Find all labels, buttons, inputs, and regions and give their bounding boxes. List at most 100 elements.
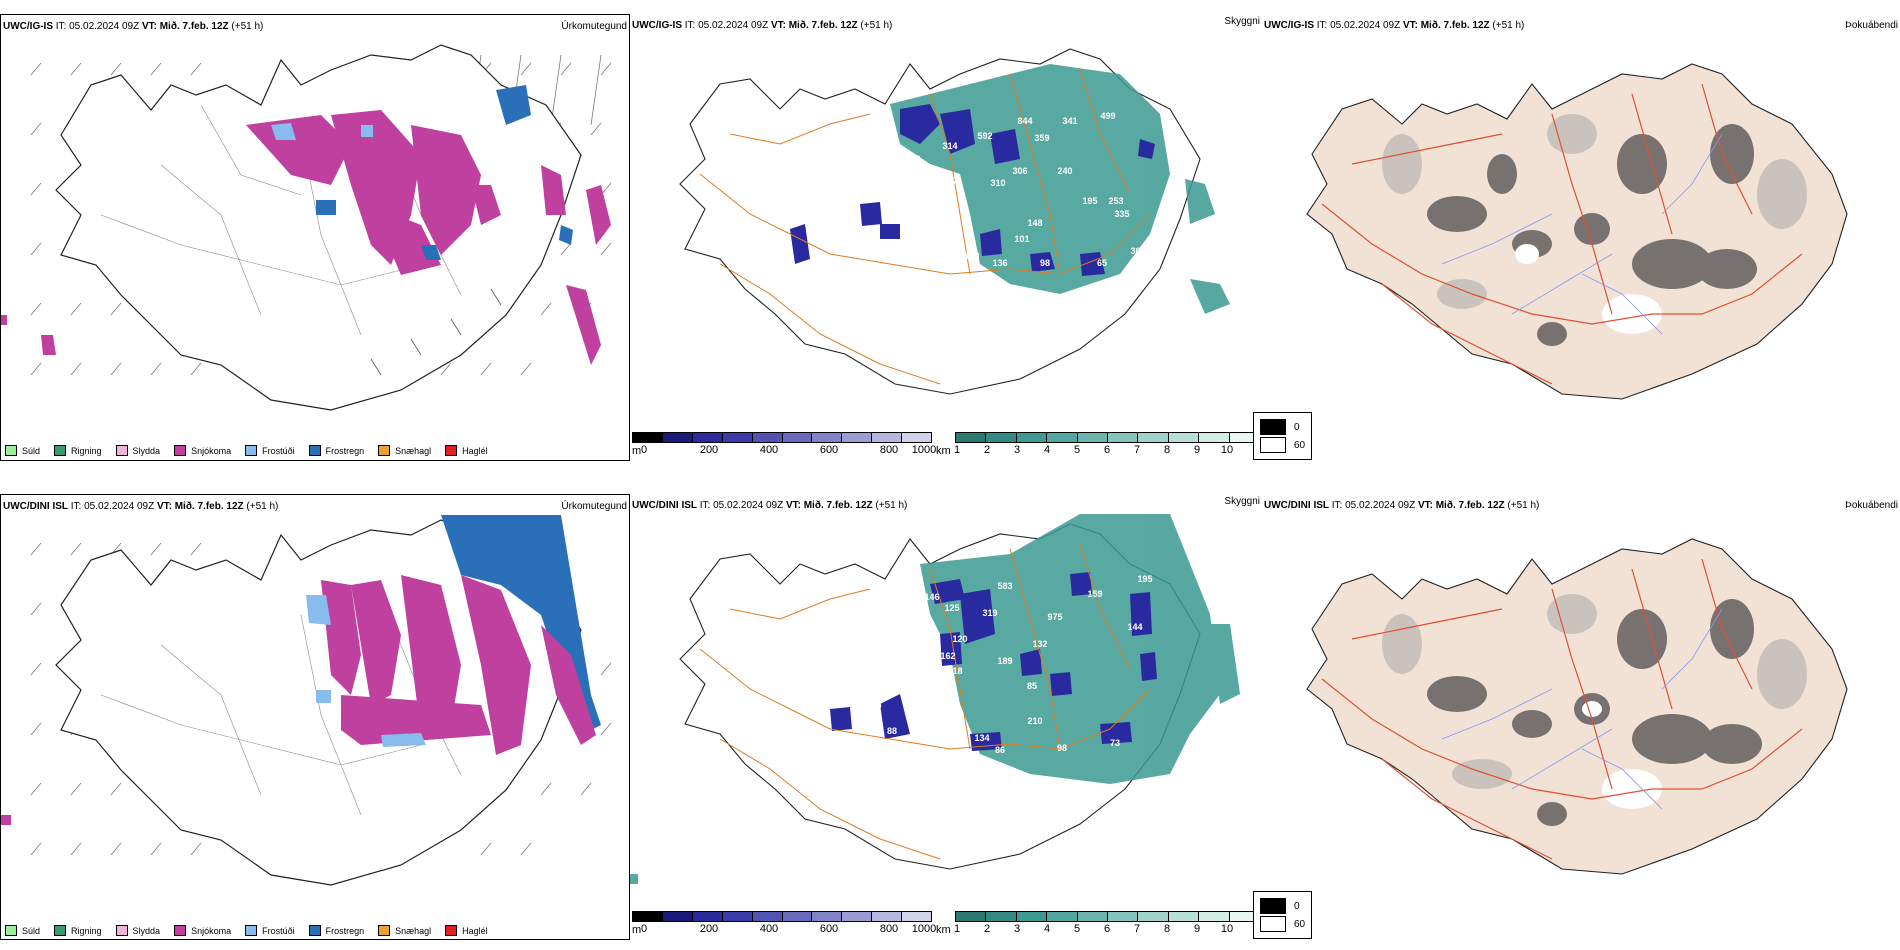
colorbar-km-ticks: 1 2 3 4 5 6 7 8 9 10 — [953, 444, 1234, 456]
precip-panel-2: UWC/DINI ISL IT: 05.02.2024 09Z VT: Mið.… — [0, 494, 630, 940]
fog-rivers — [1441, 608, 1723, 810]
legend-swatch — [308, 925, 321, 936]
cloud-base-label: 306 — [1012, 166, 1027, 176]
panel-header: UWC/DINI ISL IT: 05.02.2024 09Z VT: Mið.… — [3, 501, 279, 512]
legend-item: Frostregn — [308, 925, 364, 936]
colorbar-m-ticks: 0 200 400 600 800 1000 — [640, 444, 937, 456]
legend-item: Slydda — [115, 925, 160, 936]
cbar-unit-km: km — [936, 445, 951, 457]
cloud-base-label: 148 — [1027, 218, 1042, 228]
fog-map — [1306, 63, 1848, 400]
panel-title: Skyggni — [1224, 16, 1260, 27]
cloud-base-label: 71 — [865, 242, 875, 252]
colorbar-km-strip — [955, 432, 1260, 443]
fog-light — [1382, 114, 1807, 309]
panel-header: UWC/IG-IS IT: 05.02.2024 09Z VT: Mið. 7.… — [3, 21, 264, 32]
frz-rain-areas — [316, 85, 573, 260]
cloud-base-label: 207 — [942, 176, 957, 186]
legend-item: Snæhagl — [378, 925, 431, 936]
legend-item: Haglél — [445, 445, 488, 456]
cloud-base-label: 583 — [997, 581, 1012, 591]
cloud-labels: 737 163 314 592 844 341 499 359 207 310 306 240 195 2… — [837, 111, 1146, 274]
fog-light — [1382, 594, 1807, 789]
cloud-base-label: 844 — [1017, 116, 1032, 126]
fog-panel-1: UWC/IG-IS IT: 05.02.2024 09Z VT: Mið. 7.… — [1253, 14, 1900, 461]
legend-swatch — [308, 445, 321, 456]
precip-panel-1: UWC/IG-IS IT: 05.02.2024 09Z VT: Mið. 7.… — [0, 14, 630, 461]
cloud-base-label: 139 — [964, 251, 979, 261]
cloud-base-label: 85 — [1027, 681, 1037, 691]
cbar-unit-m: m — [632, 445, 642, 457]
panel-title: Þokuábendi — [1845, 500, 1898, 511]
precip-map — [1, 515, 612, 886]
legend-swatch — [378, 925, 391, 936]
colorbar-km: 1 2 3 4 5 6 7 8 9 10 — [953, 432, 1260, 457]
cbar-unit-km: km — [936, 924, 951, 936]
cloud-base-label: 253 — [1108, 196, 1123, 206]
fog-legend-row: 0 — [1260, 898, 1305, 914]
legend-item: Súld — [5, 925, 40, 936]
legend-item: Haglél — [445, 925, 488, 936]
cloud-base-label: 240 — [1057, 166, 1072, 176]
cloud-labels: 146 583 125 319 975 159 195 106 120 162 189 132 144 4… — [866, 574, 1152, 755]
snow-areas — [1, 110, 611, 365]
legend-swatch — [445, 445, 458, 456]
cloud-panel-2: UWC/DINI ISL IT: 05.02.2024 09Z VT: Mið.… — [630, 494, 1262, 940]
legend-item: Rigning — [54, 925, 102, 936]
fog-legend-row: 60 — [1260, 916, 1305, 932]
frz-rain-areas — [441, 515, 601, 735]
cloud-base-label: 125 — [944, 603, 959, 613]
colorbar-km: 1 2 3 4 5 6 7 8 9 10 — [954, 911, 1260, 936]
legend-item: Rigning — [54, 445, 102, 456]
colorbar-m: 0 200 400 600 800 1000 — [632, 432, 937, 457]
legend-swatch — [115, 445, 128, 456]
legend-swatch — [54, 445, 67, 456]
colorbar-m-strip — [632, 432, 932, 443]
cloud-base-label: 136 — [992, 258, 1007, 268]
legend-swatch — [445, 925, 458, 936]
fog-dark — [1427, 124, 1757, 346]
colorbar-m-strip — [632, 911, 932, 922]
cloud-base-label: 100 — [942, 244, 957, 254]
panel-title: Þokuábendi — [1845, 20, 1898, 31]
colorbar-m-ticks: 0 200 400 600 800 1000 — [640, 923, 937, 935]
fog-legend-row: 0 — [1260, 419, 1305, 435]
cloud-panel-1: UWC/IG-IS IT: 05.02.2024 09Z VT: Mið. 7.… — [630, 14, 1262, 461]
cloud-base-label: 592 — [977, 131, 992, 141]
cloud-base-label: 975 — [1047, 612, 1062, 622]
cloud-base-label: 195 — [1082, 196, 1097, 206]
fog-dark — [1427, 599, 1762, 826]
legend-swatch — [174, 445, 187, 456]
legend-swatch — [115, 925, 128, 936]
cloud-base-label: 67 — [837, 264, 847, 274]
legend-item: Frostregn — [308, 445, 364, 456]
panel-title: Úrkomutegund — [561, 501, 627, 512]
fog-panel-2: UWC/DINI ISL IT: 05.02.2024 09Z VT: Mið.… — [1253, 494, 1900, 940]
cloud-base-label: 88 — [887, 726, 897, 736]
cloud-base-label: 73 — [1110, 738, 1120, 748]
legend-item: Slydda — [115, 445, 160, 456]
snow-areas — [1, 575, 596, 825]
fog-rivers — [1441, 133, 1723, 335]
cloud-base-label: 144 — [1127, 622, 1142, 632]
legend-swatch — [5, 445, 17, 456]
cloud-base-label: 162 — [940, 651, 955, 661]
cloud-base-label: 98 — [1057, 743, 1067, 753]
cloud-base-label: 341 — [1062, 116, 1077, 126]
precip-map — [1, 44, 612, 411]
cloud-base-label: 98 — [1040, 258, 1050, 268]
panel-title: Skyggni — [1224, 496, 1260, 507]
fog-roads — [1321, 558, 1803, 860]
cloud-base-label: 146 — [924, 592, 939, 602]
legend-swatch — [245, 925, 258, 936]
cbar-unit-m: m — [632, 924, 642, 936]
cloud-teal — [630, 514, 1240, 884]
legend-item: Súld — [5, 445, 40, 456]
cloud-base-label: 195 — [1137, 574, 1152, 584]
panel-title: Úrkomutegund — [561, 21, 627, 32]
frz-drizzle-areas — [306, 595, 426, 747]
cloud-map: 146 583 125 319 975 159 195 106 120 162 189 132 144 4… — [630, 514, 1240, 884]
legend-item: Snjókoma — [174, 445, 231, 456]
legend-item: Snjókoma — [174, 925, 231, 936]
cloud-base-label: 100 — [866, 701, 881, 711]
